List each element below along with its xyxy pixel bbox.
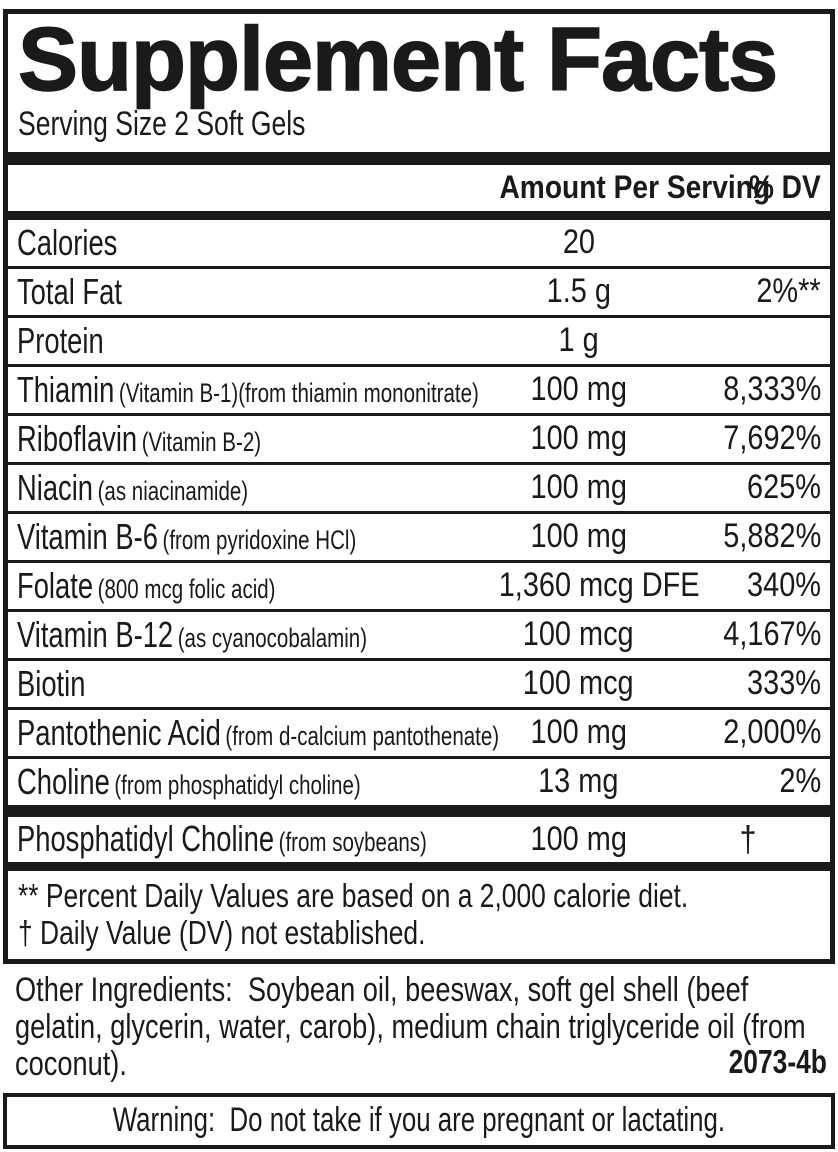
nutrient-amount: 100 mg	[530, 517, 627, 556]
dagger-symbol: †	[739, 818, 758, 860]
nutrient-detail: (Vitamin B-2)	[141, 426, 262, 457]
nutrient-amount: 1.5 g	[546, 272, 611, 311]
nutrient-detail: (as cyanocobalamin)	[177, 622, 368, 653]
serving-size-text: Serving Size 2 Soft Gels	[18, 105, 306, 144]
nutrient-detail: (as niacinamide)	[97, 475, 249, 506]
table-row-vitamin-b6: Vitamin B-6 (from pyridoxine HCl) 100 mg …	[8, 510, 830, 560]
nutrient-detail: (from pyridoxine HCl)	[162, 524, 357, 555]
nutrient-dv: 2%**	[756, 272, 821, 311]
nutrient-amount: 100 mg	[530, 370, 627, 409]
table-row-phosphatidyl-choline: Phosphatidyl Choline (from soybeans) 100 …	[8, 817, 830, 862]
nutrient-dv: 333%	[747, 664, 821, 703]
header-amount-per-serving: Amount Per Serving	[499, 169, 771, 206]
table-row-choline: Choline (from phosphatidyl choline) 13 mg…	[8, 755, 830, 805]
nutrient-name: Biotin	[17, 662, 86, 704]
nutrient-dv: 2%	[779, 762, 821, 801]
table-row-pantothenic-acid: Pantothenic Acid (from d-calcium pantothe…	[8, 706, 830, 756]
nutrient-dv: 2,000%	[722, 713, 821, 752]
nutrient-name: Thiamin	[17, 368, 115, 410]
nutrient-detail: (Vitamin B-1)(from thiamin mononitrate)	[118, 377, 479, 408]
thick-separator-bar	[8, 151, 830, 165]
warning-box: Warning: Do not take if you are pregnant…	[3, 1092, 835, 1149]
table-row-niacin: Niacin (as niacinamide) 100 mg 625%	[8, 461, 830, 511]
nutrient-detail: (from phosphatidyl choline)	[114, 769, 361, 800]
nutrient-dv: 4,167%	[722, 615, 821, 654]
nutrient-name: Folate	[17, 564, 94, 606]
nutrient-name: Riboflavin	[17, 417, 138, 459]
nutrient-amount: 100 mg	[530, 713, 627, 752]
product-code: 2073-4b	[728, 1042, 827, 1080]
nutrient-dv: 7,692%	[722, 419, 821, 458]
nutrient-amount: 100 mcg	[523, 664, 634, 703]
nutrient-dv: †	[676, 818, 821, 860]
header-percent-dv: % DV	[749, 169, 821, 206]
nutrient-name: Calories	[17, 221, 118, 263]
nutrient-dv: 5,882%	[722, 517, 821, 556]
table-row-thiamin: Thiamin (Vitamin B-1)(from thiamin mononi…	[8, 363, 830, 413]
nutrient-name: Vitamin B-12	[17, 613, 174, 655]
nutrient-amount: 13 mg	[538, 762, 619, 801]
nutrient-dv	[676, 234, 821, 252]
serving-size-line: Serving Size 2 Soft Gels	[8, 104, 830, 151]
nutrient-name: Total Fat	[17, 270, 122, 312]
nutrient-dv: 340%	[747, 566, 821, 605]
thick-separator-bar	[8, 804, 830, 817]
nutrient-detail: (800 mcg folic acid)	[97, 573, 276, 604]
table-row-biotin: Biotin 100 mcg 333%	[8, 657, 830, 707]
nutrient-amount: 100 mg	[530, 819, 627, 858]
nutrient-table: Calories 20 Total Fat 1.5 g 2%** Protein…	[8, 220, 830, 805]
footnote-daily-values: ** Percent Daily Values are based on a 2…	[18, 876, 689, 914]
nutrient-detail: (from soybeans)	[278, 827, 427, 858]
footnote-dv-not-established: † Daily Value (DV) not established.	[18, 913, 426, 951]
table-row-vitamin-b12: Vitamin B-12 (as cyanocobalamin) 100 mcg …	[8, 608, 830, 658]
thick-separator-bar	[8, 861, 830, 871]
nutrient-amount: 100 mg	[530, 419, 627, 458]
table-row-total-fat: Total Fat 1.5 g 2%**	[8, 265, 830, 315]
table-header-row: Amount Per Serving % DV	[8, 165, 830, 211]
nutrient-dv	[676, 332, 821, 350]
table-row-protein: Protein 1 g	[8, 314, 830, 364]
table-row-riboflavin: Riboflavin (Vitamin B-2) 100 mg 7,692%	[8, 412, 830, 462]
nutrient-name: Protein	[17, 319, 104, 361]
nutrient-detail: (from d-calcium pantothenate)	[225, 720, 500, 751]
nutrient-dv: 8,333%	[722, 370, 821, 409]
footnotes-section: ** Percent Daily Values are based on a 2…	[8, 871, 830, 959]
supplement-facts-panel: Supplement Facts Serving Size 2 Soft Gel…	[3, 9, 835, 964]
other-ingredients-section: Other Ingredients: Soybean oil, beeswax,…	[3, 964, 835, 1085]
nutrient-amount: 100 mg	[530, 468, 627, 507]
other-ingredients-text: Other Ingredients: Soybean oil, beeswax,…	[15, 970, 814, 1083]
table-row-folate: Folate (800 mcg folic acid) 1,360 mcg DFE…	[8, 559, 830, 609]
nutrient-amount: 20	[562, 223, 595, 262]
thick-separator-bar	[8, 210, 830, 220]
nutrient-name: Pantothenic Acid	[17, 711, 221, 753]
nutrient-amount: 1,360 mcg DFE	[498, 566, 700, 605]
nutrient-name: Phosphatidyl Choline	[17, 818, 275, 860]
nutrient-name: Niacin	[17, 466, 94, 508]
nutrient-dv: 625%	[747, 468, 821, 507]
warning-text: Warning: Do not take if you are pregnant…	[112, 1101, 726, 1140]
nutrient-amount: 1 g	[558, 321, 599, 360]
panel-title: Supplement Facts	[17, 10, 779, 110]
nutrient-name: Vitamin B-6	[17, 515, 158, 557]
table-row-calories: Calories 20	[8, 220, 830, 266]
nutrient-name: Choline	[17, 760, 110, 802]
nutrient-amount: 100 mcg	[523, 615, 634, 654]
